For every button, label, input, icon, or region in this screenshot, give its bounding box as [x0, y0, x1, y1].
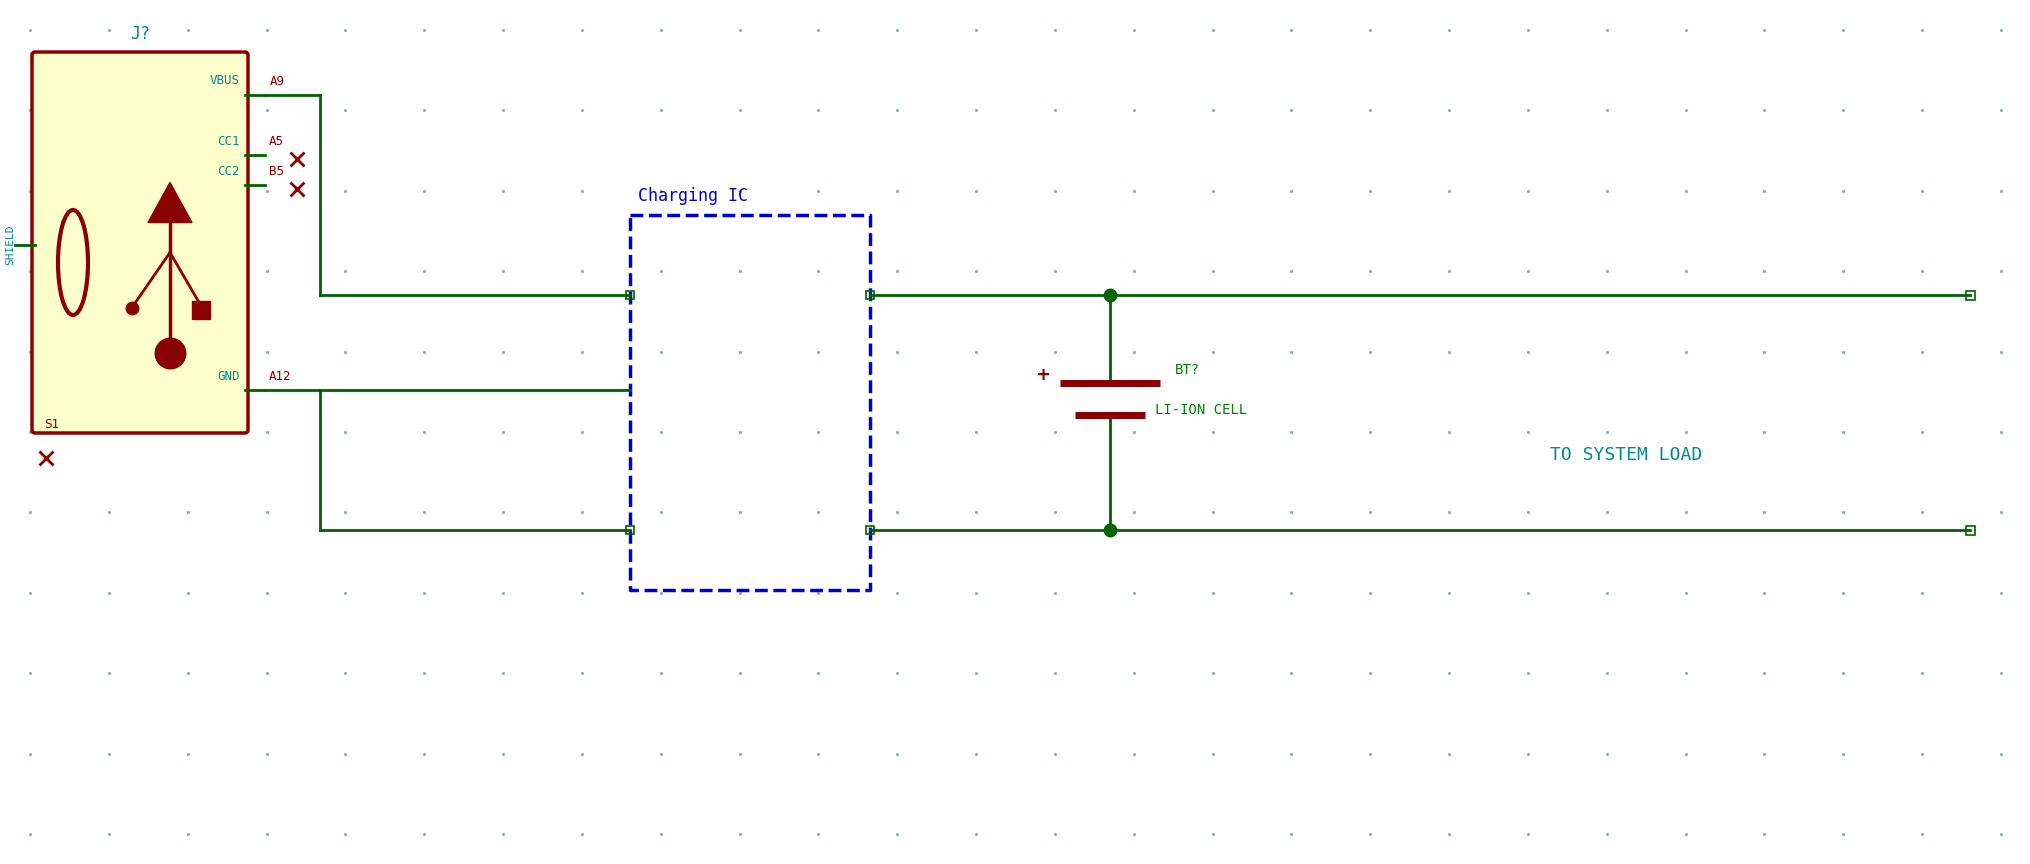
Text: B5: B5 [268, 165, 284, 178]
Text: BT?: BT? [1175, 363, 1200, 377]
Text: SHIELD: SHIELD [4, 225, 14, 265]
Bar [193, 301, 209, 319]
Text: A12: A12 [268, 370, 292, 383]
Text: VBUS: VBUS [209, 74, 240, 87]
Text: J?: J? [130, 25, 150, 43]
Text: S1: S1 [45, 418, 59, 431]
Text: Charging IC: Charging IC [637, 187, 747, 205]
Bar [625, 291, 633, 299]
Bar [1965, 525, 1973, 535]
Bar [1965, 290, 1973, 300]
Text: GND: GND [217, 370, 240, 383]
FancyBboxPatch shape [32, 52, 248, 433]
Bar [865, 291, 873, 299]
Bar [865, 526, 873, 534]
Text: +: + [1035, 366, 1050, 384]
Bar [625, 526, 633, 534]
Ellipse shape [59, 210, 87, 315]
Text: LI-ION CELL: LI-ION CELL [1155, 403, 1246, 417]
Text: CC2: CC2 [217, 165, 240, 178]
Text: A5: A5 [268, 135, 284, 148]
Text: A9: A9 [270, 75, 284, 88]
Text: TO SYSTEM LOAD: TO SYSTEM LOAD [1549, 446, 1701, 464]
Text: CC1: CC1 [217, 135, 240, 148]
Polygon shape [148, 182, 193, 223]
